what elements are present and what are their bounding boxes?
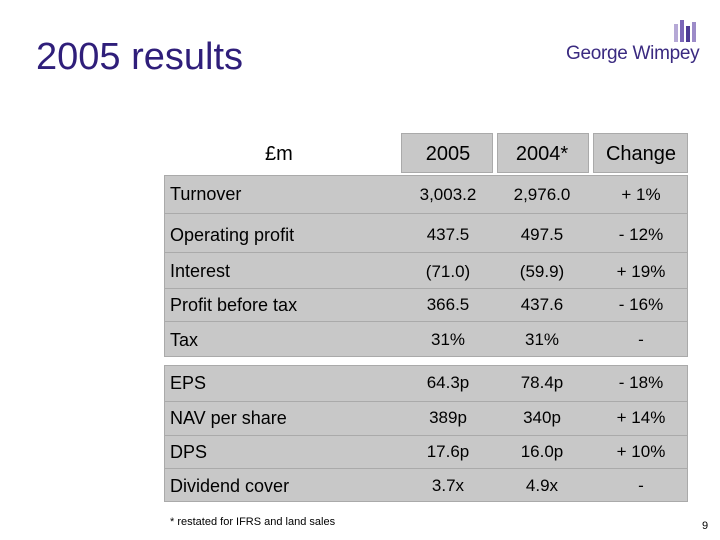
- header-2005-box: [401, 133, 493, 173]
- cell-change: - 18%: [618, 373, 664, 392]
- row-label: EPS: [170, 373, 207, 393]
- cell-change: -: [638, 476, 644, 495]
- row-label: Operating profit: [170, 225, 295, 245]
- cell-2004: 16.0p: [520, 442, 564, 461]
- cell-change: + 10%: [616, 442, 666, 461]
- header-change-box: [593, 133, 688, 173]
- cell-2005: 17.6p: [426, 442, 470, 461]
- cell-change: - 12%: [618, 225, 664, 244]
- cell-2005: 31%: [430, 330, 466, 349]
- row-label: Profit before tax: [170, 295, 298, 315]
- cell-2004: 2,976.0: [513, 185, 571, 204]
- cell-change: + 1%: [621, 185, 661, 204]
- cell-2005: 3.7x: [431, 476, 465, 495]
- header-2004-box: [497, 133, 589, 173]
- cell-2004: 340p: [523, 408, 561, 427]
- cell-2005: 389p: [429, 408, 467, 427]
- footnote: * restated for IFRS and land sales: [170, 516, 336, 528]
- results-band-2: [164, 365, 688, 502]
- logo-mark-icon: [674, 20, 696, 42]
- cell-2004: 78.4p: [520, 373, 564, 392]
- header-2004: 2004*: [515, 143, 569, 165]
- cell-change: + 19%: [616, 262, 666, 281]
- results-band-1: [164, 175, 688, 357]
- unit-label: £m: [265, 143, 293, 165]
- cell-change: - 16%: [618, 295, 664, 314]
- cell-2005: 3,003.2: [419, 185, 477, 204]
- cell-2005: (71.0): [425, 262, 471, 281]
- cell-2004: 437.6: [520, 295, 564, 314]
- row-label: Tax: [170, 330, 199, 350]
- row-label: DPS: [170, 442, 208, 462]
- header-2005: 2005: [425, 143, 471, 165]
- row-label: NAV per share: [170, 408, 287, 428]
- cell-2004: (59.9): [519, 262, 565, 281]
- cell-2004: 497.5: [520, 225, 564, 244]
- company-logo: George Wimpey: [566, 18, 700, 68]
- slide-title: 2005 results: [36, 36, 244, 78]
- row-label: Turnover: [170, 184, 242, 204]
- row-label: Interest: [170, 261, 231, 281]
- cell-change: + 14%: [616, 408, 666, 427]
- header-change: Change: [605, 143, 677, 165]
- cell-2005: 64.3p: [426, 373, 470, 392]
- cell-2005: 437.5: [426, 225, 470, 244]
- row-label: Dividend cover: [170, 476, 290, 496]
- cell-change: -: [638, 330, 644, 349]
- page-number: 9: [702, 520, 709, 532]
- cell-2004: 31%: [524, 330, 560, 349]
- cell-2004: 4.9x: [525, 476, 559, 495]
- logo-text: George Wimpey: [566, 43, 700, 64]
- cell-2005: 366.5: [426, 295, 470, 314]
